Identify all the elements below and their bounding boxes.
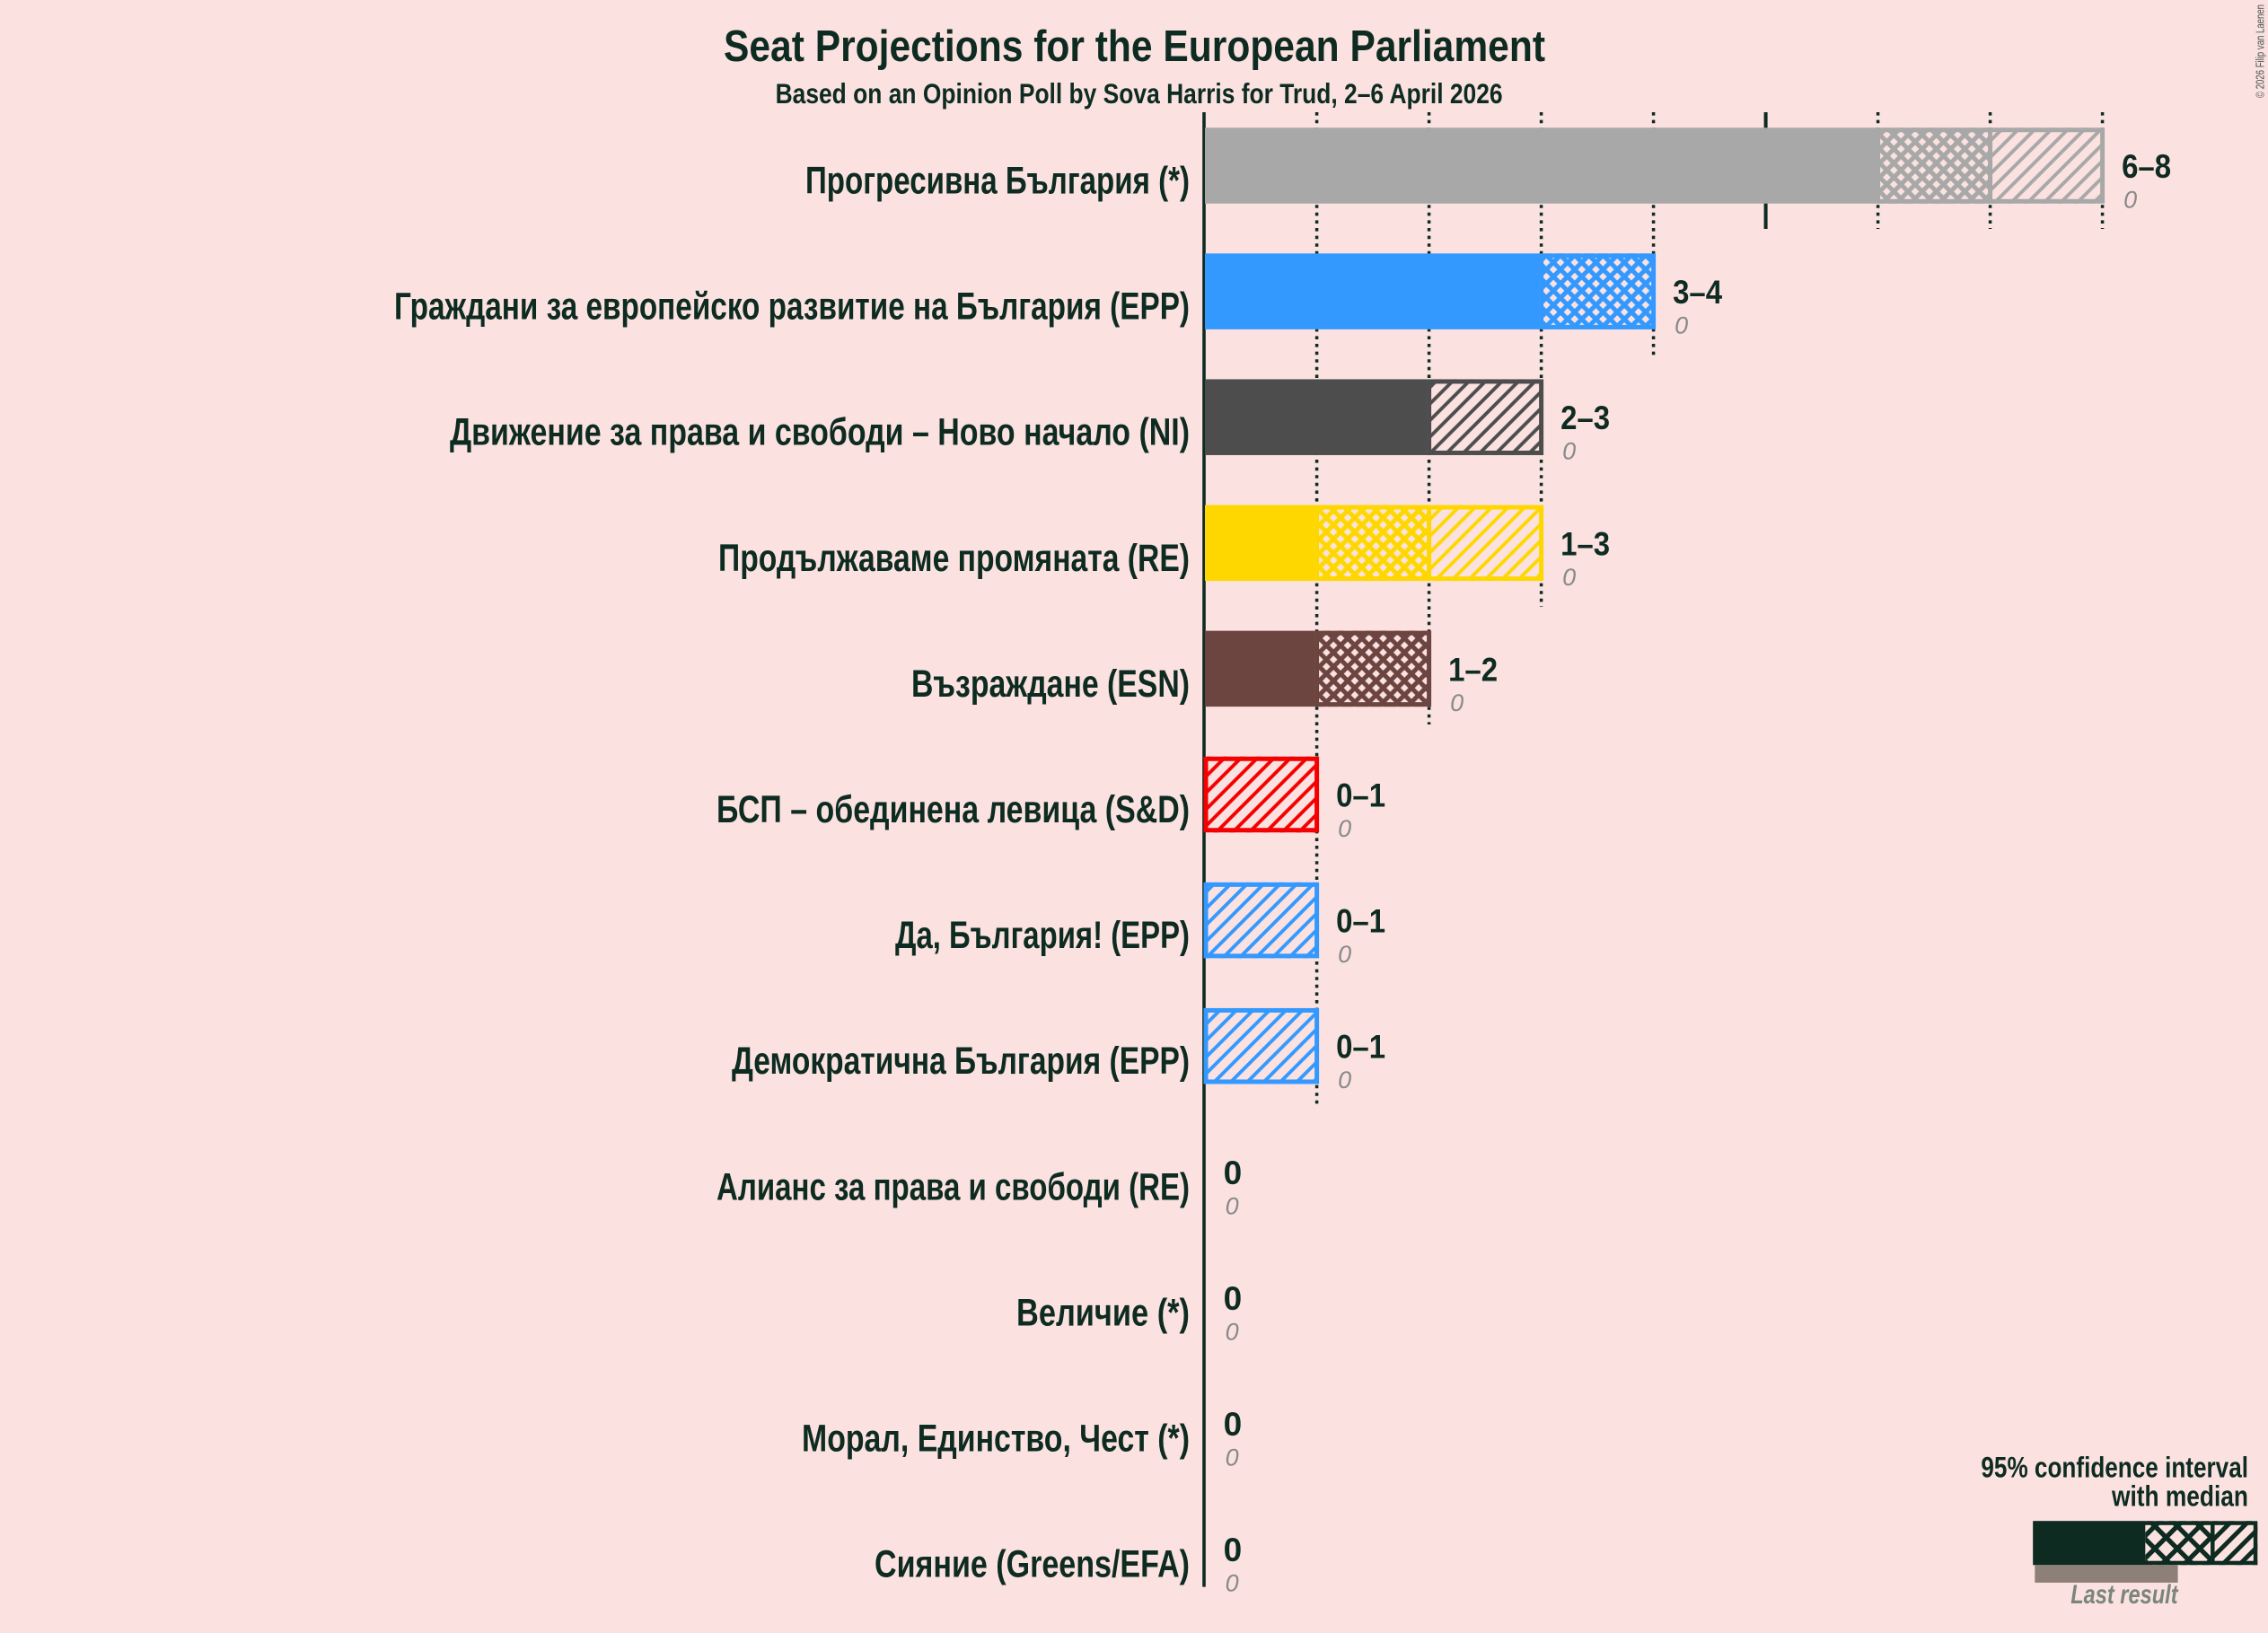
- svg-text:Величие (*): Величие (*): [1016, 1291, 1190, 1334]
- svg-text:Морал, Единство, Чест (*): Морал, Единство, Чест (*): [802, 1418, 1190, 1461]
- svg-text:1–3: 1–3: [1560, 525, 1610, 562]
- svg-text:Да, България! (EPP): Да, България! (EPP): [895, 914, 1190, 957]
- svg-text:0: 0: [1562, 438, 1576, 465]
- svg-text:0–1: 0–1: [1336, 1029, 1385, 1066]
- svg-text:Продължаваме промяната (RE): Продължаваме промяната (RE): [718, 537, 1190, 580]
- svg-text:0: 0: [1338, 1067, 1351, 1093]
- svg-text:Сияние (Greens/EFA): Сияние (Greens/EFA): [875, 1543, 1190, 1586]
- svg-text:95% confidence interval: 95% confidence interval: [1981, 1452, 2248, 1484]
- svg-text:0: 0: [1224, 1532, 1243, 1568]
- svg-text:0–1: 0–1: [1336, 903, 1385, 940]
- svg-text:2–3: 2–3: [1560, 399, 1610, 436]
- svg-text:0: 0: [1226, 1570, 1239, 1597]
- svg-text:Движение за права и свободи –: Движение за права и свободи – Ново начал…: [450, 411, 1190, 454]
- svg-text:Based on an Opinion Poll by So: Based on an Opinion Poll by Sova Harris …: [776, 77, 1503, 110]
- svg-text:0: 0: [1675, 312, 1688, 339]
- svg-text:6–8: 6–8: [2122, 148, 2171, 185]
- svg-text:Възраждане (ESN): Възраждане (ESN): [911, 663, 1190, 706]
- svg-text:© 2026 Filip van Laenen: © 2026 Filip van Laenen: [2255, 4, 2267, 98]
- svg-text:1–2: 1–2: [1448, 651, 1498, 688]
- svg-text:0: 0: [1450, 689, 1464, 716]
- svg-text:Seat Projections for the Europ: Seat Projections for the European Parlia…: [724, 22, 1545, 71]
- svg-text:Граждани за европейско развити: Граждани за европейско развитие на Бълга…: [394, 285, 1190, 329]
- svg-text:0–1: 0–1: [1336, 777, 1385, 814]
- svg-text:0: 0: [2123, 187, 2137, 214]
- svg-text:Прогресивна България (*): Прогресивна България (*): [805, 160, 1190, 203]
- svg-text:0: 0: [1226, 1192, 1239, 1219]
- svg-text:Демократична България (EPP): Демократична България (EPP): [732, 1040, 1190, 1083]
- svg-text:0: 0: [1562, 564, 1576, 591]
- svg-text:0: 0: [1224, 1280, 1243, 1317]
- svg-text:3–4: 3–4: [1673, 274, 1722, 311]
- svg-text:0: 0: [1224, 1406, 1243, 1443]
- svg-text:БСП – обединена левица (S&D): БСП – обединена левица (S&D): [716, 788, 1190, 831]
- svg-text:0: 0: [1224, 1155, 1243, 1191]
- svg-text:0: 0: [1338, 815, 1351, 842]
- svg-text:0: 0: [1226, 1444, 1239, 1471]
- svg-text:with median: with median: [2111, 1480, 2248, 1513]
- svg-text:Алианс за права и свободи (RE): Алианс за права и свободи (RE): [716, 1165, 1190, 1208]
- svg-text:Last result: Last result: [2070, 1580, 2178, 1610]
- svg-text:0: 0: [1226, 1318, 1239, 1345]
- svg-text:0: 0: [1338, 941, 1351, 968]
